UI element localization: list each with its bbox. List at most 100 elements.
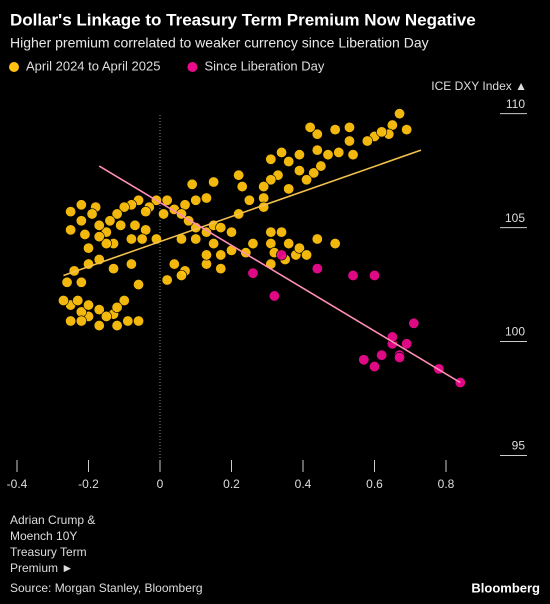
point [115,219,127,231]
point [61,276,73,288]
y-tick-label: 105 [505,211,525,225]
point [65,206,77,218]
point [93,219,105,231]
legend-label: April 2024 to April 2025 [26,58,160,73]
point [200,249,212,261]
point [208,238,220,250]
legend-label: Since Liberation Day [204,58,324,73]
y-tick-label: 95 [512,439,526,453]
point [368,269,380,281]
point [329,238,341,250]
point [129,219,141,231]
point [118,201,130,213]
point [200,192,212,204]
point [311,128,323,140]
point [358,354,370,366]
point [136,233,148,245]
point [376,349,388,361]
x-tick-label: 0.6 [366,477,383,491]
point [283,238,295,250]
fit-line [98,165,461,384]
point [247,267,259,279]
point [93,304,105,316]
point [293,149,305,161]
point [186,178,198,190]
point [75,199,87,211]
point [125,233,137,245]
point [401,124,413,136]
point [343,121,355,133]
x-tick-label: -0.2 [78,477,99,491]
point [57,295,69,307]
point [304,121,316,133]
y-tick-label: 110 [506,97,525,111]
point [368,361,380,373]
point [311,144,323,156]
point [401,338,413,350]
point [329,124,341,136]
point [247,238,259,250]
chart-subtitle: Higher premium correlated to weaker curr… [10,35,429,51]
point [161,274,173,286]
brand: Bloomberg [471,580,540,595]
point [83,299,95,311]
point [226,226,238,238]
point [386,331,398,343]
point [315,160,327,172]
point [79,228,91,240]
point [258,181,270,193]
point [208,176,220,188]
point [408,317,420,329]
point [265,226,277,238]
x-axis-label: Adrian Crump & [10,513,95,527]
point [190,194,202,206]
point [311,233,323,245]
chart-title: Dollar's Linkage to Treasury Term Premiu… [10,10,476,29]
x-axis-label: Premium ► [10,561,73,575]
point [108,263,120,275]
point [301,174,313,186]
point [93,231,105,243]
point [361,135,373,147]
point [233,169,245,181]
point [168,258,180,270]
point [347,269,359,281]
point [215,249,227,261]
point [118,295,130,307]
point [276,146,288,158]
x-tick-label: -0.4 [7,477,28,491]
x-axis-label: Treasury Term [10,545,87,559]
point [293,242,305,254]
point [343,135,355,147]
y-axis-label: ICE DXY Index ▲ [431,79,527,93]
point [100,310,112,322]
point [265,153,277,165]
legend-swatch [9,62,19,72]
point [236,181,248,193]
fit-line [63,149,422,277]
point [376,126,388,138]
point [100,238,112,250]
point [111,301,123,313]
source: Source: Morgan Stanley, Bloomberg [10,581,203,595]
point [322,149,334,161]
point [111,208,123,220]
point [311,263,323,275]
x-tick-label: 0.2 [223,477,240,491]
point [308,167,320,179]
point [276,226,288,238]
point [283,183,295,195]
point [75,276,87,288]
point [158,208,170,220]
point [276,249,288,261]
point [75,315,87,327]
point [133,315,145,327]
point [133,279,145,291]
point [190,233,202,245]
point [125,258,137,270]
point [333,146,345,158]
point [104,215,116,227]
point [243,194,255,206]
point [83,242,95,254]
point [175,269,187,281]
